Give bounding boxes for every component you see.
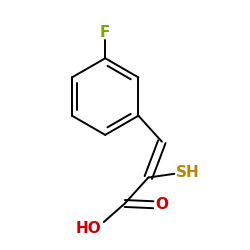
Text: O: O [156, 197, 169, 212]
Text: SH: SH [176, 165, 200, 180]
Text: HO: HO [76, 221, 101, 236]
Text: F: F [100, 25, 110, 40]
